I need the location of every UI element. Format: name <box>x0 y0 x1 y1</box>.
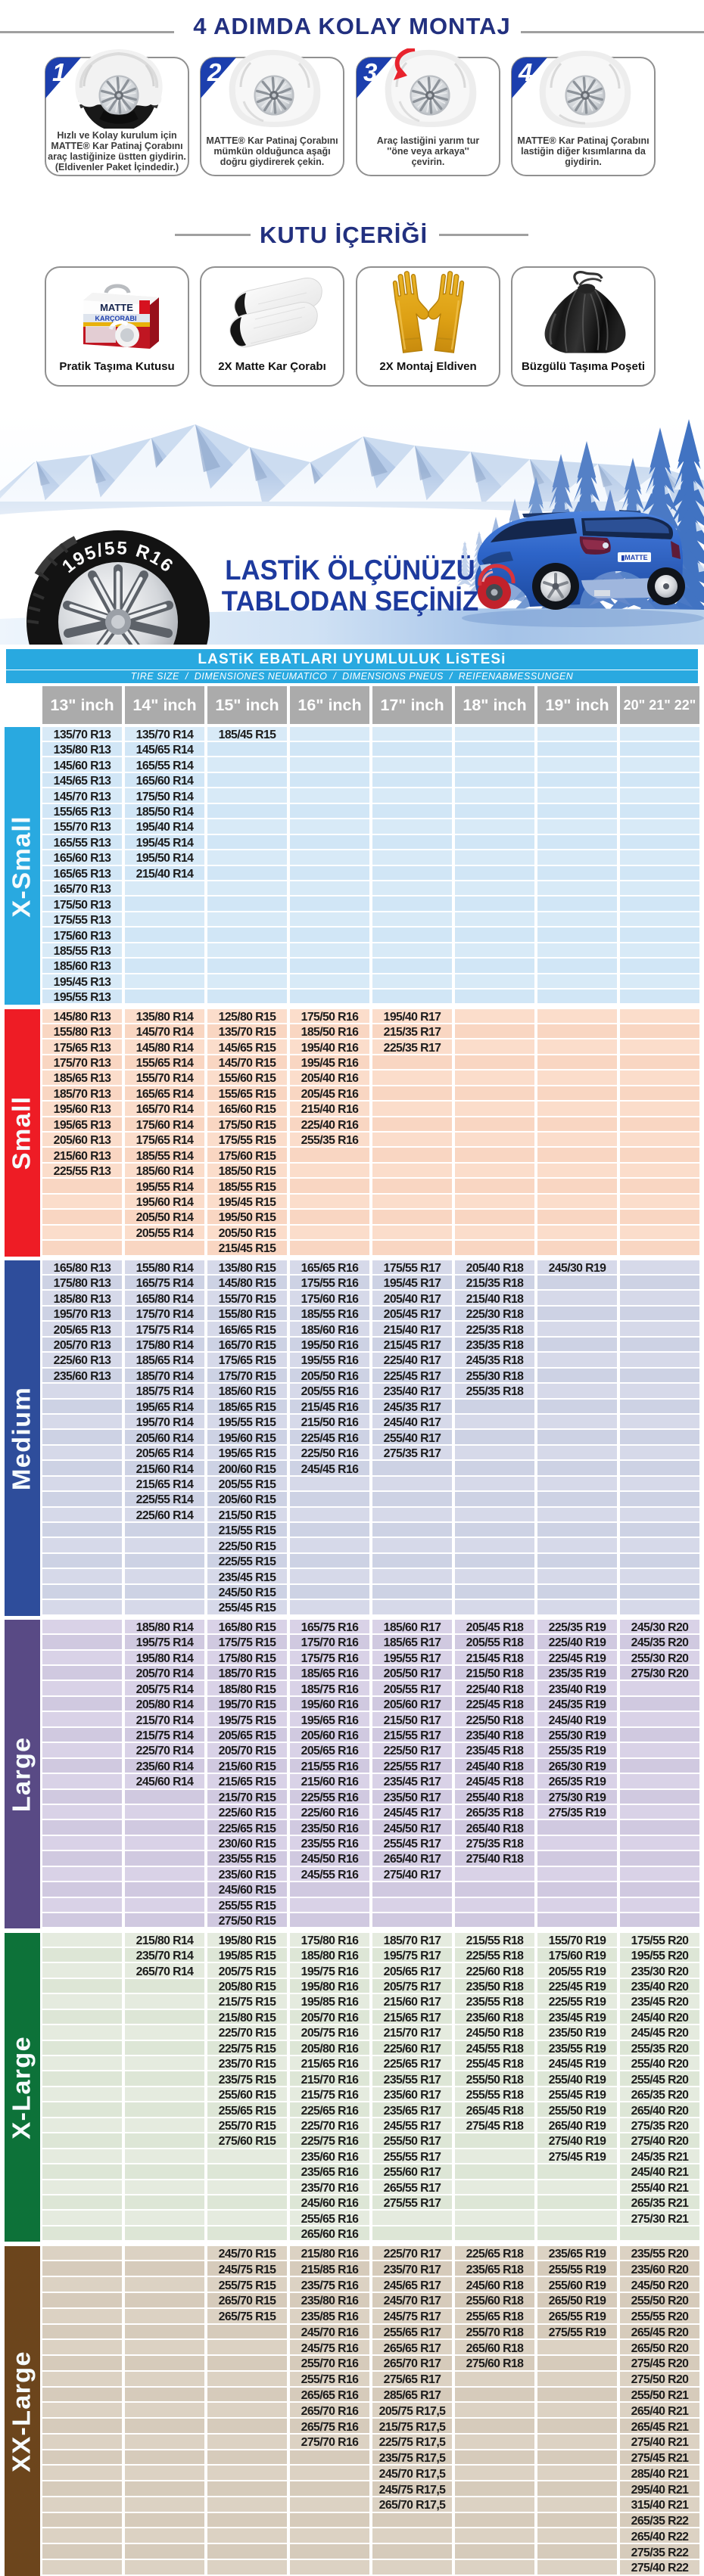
svg-text:▮MATTE: ▮MATTE <box>621 554 647 561</box>
svg-text:MATTE: MATTE <box>100 302 133 313</box>
svg-text:KARÇORABI: KARÇORABI <box>95 315 136 322</box>
